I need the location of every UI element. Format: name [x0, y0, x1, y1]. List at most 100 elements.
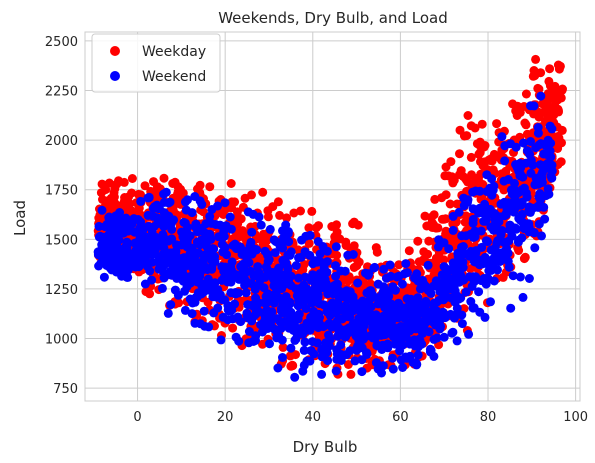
data-point — [458, 242, 468, 251]
data-point — [148, 211, 158, 221]
data-point — [99, 272, 109, 282]
data-point — [286, 247, 296, 257]
data-point — [540, 214, 550, 224]
data-point — [471, 178, 481, 188]
data-point — [305, 250, 315, 260]
data-point — [366, 302, 376, 312]
data-point — [515, 272, 525, 282]
data-point — [355, 318, 365, 328]
data-point — [466, 121, 476, 131]
data-point — [362, 311, 372, 321]
data-point — [256, 220, 266, 230]
data-point — [333, 316, 343, 326]
data-point — [144, 193, 154, 203]
data-point — [120, 202, 130, 212]
data-point — [201, 219, 211, 229]
data-point — [536, 68, 546, 78]
data-point — [258, 187, 268, 197]
data-point — [158, 215, 168, 225]
data-point — [368, 323, 378, 333]
data-point — [461, 287, 471, 297]
data-point — [262, 235, 272, 245]
data-point — [106, 216, 116, 226]
data-point — [457, 319, 467, 329]
data-point — [258, 339, 267, 349]
data-point — [496, 199, 506, 209]
data-point — [105, 197, 115, 207]
data-point — [213, 303, 223, 313]
plot-frame — [84, 31, 581, 402]
data-point — [398, 322, 408, 332]
data-point — [362, 349, 372, 359]
data-point — [537, 231, 546, 241]
data-point — [317, 369, 327, 379]
data-point — [236, 262, 246, 272]
data-point — [299, 297, 309, 307]
x-tick-label: 60 — [392, 410, 409, 425]
data-point — [149, 177, 158, 187]
data-point — [460, 217, 470, 227]
data-point — [311, 223, 321, 233]
data-point — [136, 196, 146, 206]
data-point — [348, 250, 358, 259]
data-point — [232, 216, 242, 226]
data-point — [506, 303, 516, 313]
data-point — [372, 247, 382, 257]
data-point — [278, 342, 288, 352]
data-point — [247, 190, 256, 200]
data-point — [197, 280, 207, 290]
data-point — [448, 233, 458, 243]
data-point — [511, 142, 521, 152]
x-axis-label: Dry Bulb — [293, 438, 358, 456]
data-point — [327, 286, 337, 296]
data-point — [513, 237, 523, 247]
data-point — [508, 271, 518, 281]
data-point — [418, 318, 428, 328]
data-point — [500, 141, 510, 151]
data-point — [263, 324, 273, 333]
data-point — [254, 212, 264, 222]
data-point — [512, 111, 522, 120]
data-point — [519, 102, 529, 111]
data-point — [289, 208, 299, 218]
data-point — [378, 296, 388, 306]
y-tick-label: 1000 — [45, 333, 78, 348]
data-point — [439, 255, 449, 265]
data-point — [485, 204, 495, 214]
data-point — [173, 182, 183, 192]
data-point — [209, 285, 219, 295]
x-tick-label: 0 — [133, 410, 141, 425]
data-point — [448, 211, 458, 221]
data-point — [300, 272, 310, 282]
y-tick-label: 1500 — [45, 233, 78, 248]
data-point — [195, 196, 205, 206]
data-point — [101, 240, 111, 250]
data-point — [134, 189, 143, 199]
data-point — [332, 220, 341, 230]
data-point — [313, 237, 323, 246]
data-point — [277, 335, 287, 345]
data-point — [100, 222, 110, 232]
data-point — [335, 286, 345, 296]
data-point — [127, 174, 137, 183]
data-point — [256, 320, 266, 330]
data-point — [427, 222, 437, 232]
data-point — [159, 208, 169, 218]
data-point — [324, 330, 333, 340]
data-point — [342, 286, 352, 296]
data-point — [468, 214, 478, 224]
data-point — [437, 193, 447, 203]
data-point — [256, 253, 265, 263]
data-point — [331, 231, 341, 241]
data-point — [246, 237, 256, 247]
data-point — [243, 207, 253, 217]
data-point — [164, 198, 174, 208]
data-point — [220, 295, 230, 305]
data-point — [535, 160, 545, 170]
data-point — [529, 109, 539, 119]
data-point — [250, 285, 260, 294]
data-point — [440, 171, 450, 181]
data-point — [426, 345, 436, 355]
data-point — [524, 202, 534, 212]
